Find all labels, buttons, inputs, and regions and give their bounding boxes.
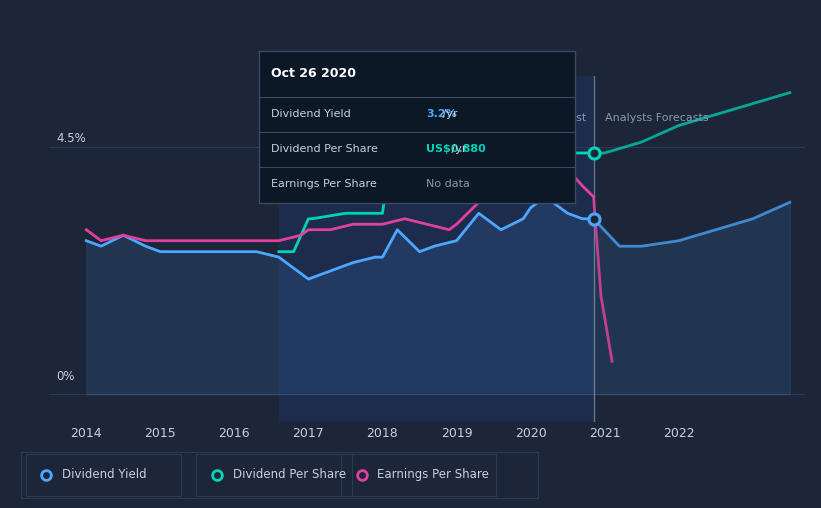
Text: Dividend Yield: Dividend Yield <box>62 468 146 482</box>
Text: /yr: /yr <box>438 109 457 119</box>
Text: US$0.880: US$0.880 <box>426 144 486 154</box>
Text: Dividend Per Share: Dividend Per Share <box>232 468 346 482</box>
Text: 4.5%: 4.5% <box>57 132 86 145</box>
Text: Oct 26 2020: Oct 26 2020 <box>271 67 356 80</box>
Text: 0%: 0% <box>57 370 76 383</box>
Text: No data: No data <box>426 179 470 189</box>
Text: Earnings Per Share: Earnings Per Share <box>378 468 489 482</box>
Text: /yr: /yr <box>448 144 467 154</box>
Text: Dividend Yield: Dividend Yield <box>271 109 351 119</box>
Text: Analysts Forecasts: Analysts Forecasts <box>604 113 709 123</box>
Text: Dividend Per Share: Dividend Per Share <box>271 144 378 154</box>
Text: Past: Past <box>564 113 588 123</box>
Bar <box>279 76 594 422</box>
Text: Earnings Per Share: Earnings Per Share <box>271 179 377 189</box>
Text: 3.2%: 3.2% <box>426 109 457 119</box>
